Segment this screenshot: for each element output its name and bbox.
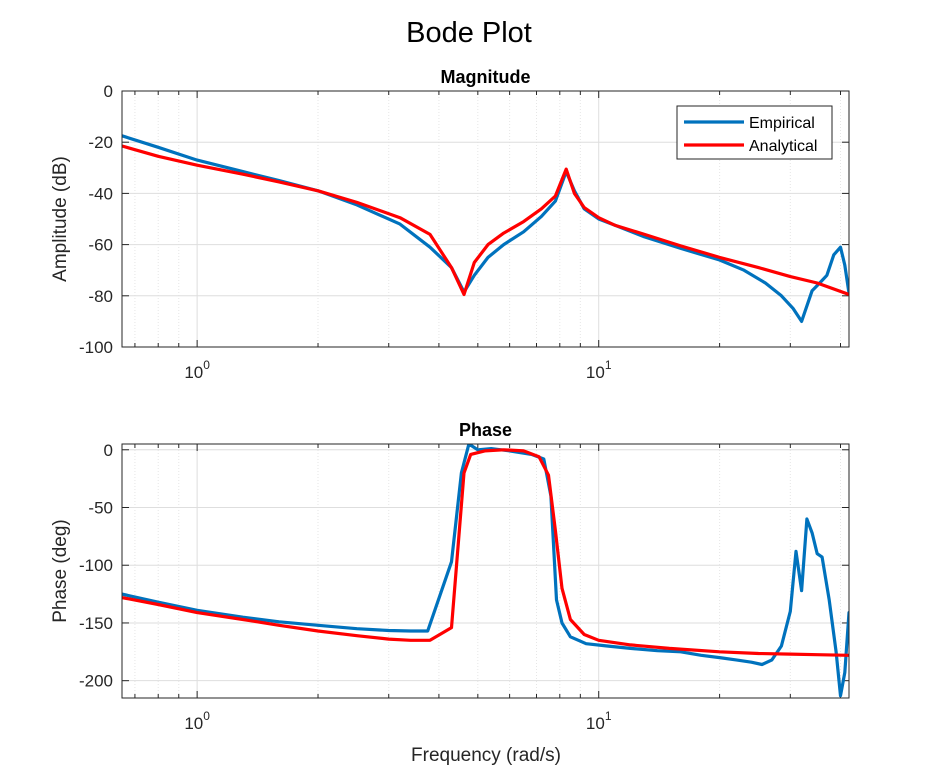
phase-series-empirical bbox=[122, 444, 849, 698]
phase-y-axis-label: Phase (deg) bbox=[50, 519, 71, 623]
phase-x-tick-label: 100 bbox=[184, 709, 210, 733]
legend-label-analytical: Analytical bbox=[749, 138, 817, 155]
phase-series-analytical bbox=[122, 448, 849, 657]
magnitude-title: Magnitude bbox=[441, 67, 531, 87]
phase-y-tick-label: -150 bbox=[79, 614, 113, 633]
phase-x-tick-label: 101 bbox=[586, 709, 612, 733]
phase-title: Phase bbox=[459, 420, 512, 440]
magnitude-y-tick-label: -100 bbox=[79, 338, 113, 357]
phase-y-tick-label: -200 bbox=[79, 672, 113, 691]
x-axis-label: Frequency (rad/s) bbox=[411, 745, 561, 766]
legend-box bbox=[676, 105, 833, 160]
magnitude-y-tick-label: -60 bbox=[88, 236, 113, 255]
magnitude-series-analytical bbox=[122, 144, 849, 297]
phase-axes-box bbox=[121, 443, 850, 699]
magnitude-y-tick-label: -40 bbox=[88, 184, 113, 203]
magnitude-x-tick-label: 100 bbox=[184, 358, 210, 382]
figure-title: Bode Plot bbox=[406, 17, 532, 49]
magnitude-y-tick-label: -80 bbox=[88, 287, 113, 306]
magnitude-y-tick-label: 0 bbox=[104, 82, 113, 101]
phase-plot-area bbox=[122, 444, 849, 698]
magnitude-axes: 0 -20 -40 -60 -80 -100 100 101 Magnitude Amplitud… bbox=[50, 67, 850, 382]
magnitude-y-tick-label: -20 bbox=[88, 133, 113, 152]
phase-y-tick-label: -50 bbox=[88, 499, 113, 518]
legend-label-empirical: Empirical bbox=[749, 115, 815, 132]
magnitude-y-axis-label: Amplitude (dB) bbox=[50, 156, 71, 282]
phase-y-tick-label: 0 bbox=[104, 441, 113, 460]
magnitude-series-group bbox=[122, 134, 849, 323]
phase-series-group bbox=[122, 444, 849, 698]
legend: Empirical Analytical bbox=[676, 105, 833, 160]
magnitude-axes-box bbox=[121, 90, 850, 348]
magnitude-x-tick-label: 101 bbox=[586, 358, 612, 382]
phase-axes: 0 -50 -100 -150 -200 100 101 Phase Phase (deg) bbox=[50, 420, 850, 733]
phase-grid bbox=[122, 444, 849, 698]
phase-y-tick-label: -100 bbox=[79, 556, 113, 575]
